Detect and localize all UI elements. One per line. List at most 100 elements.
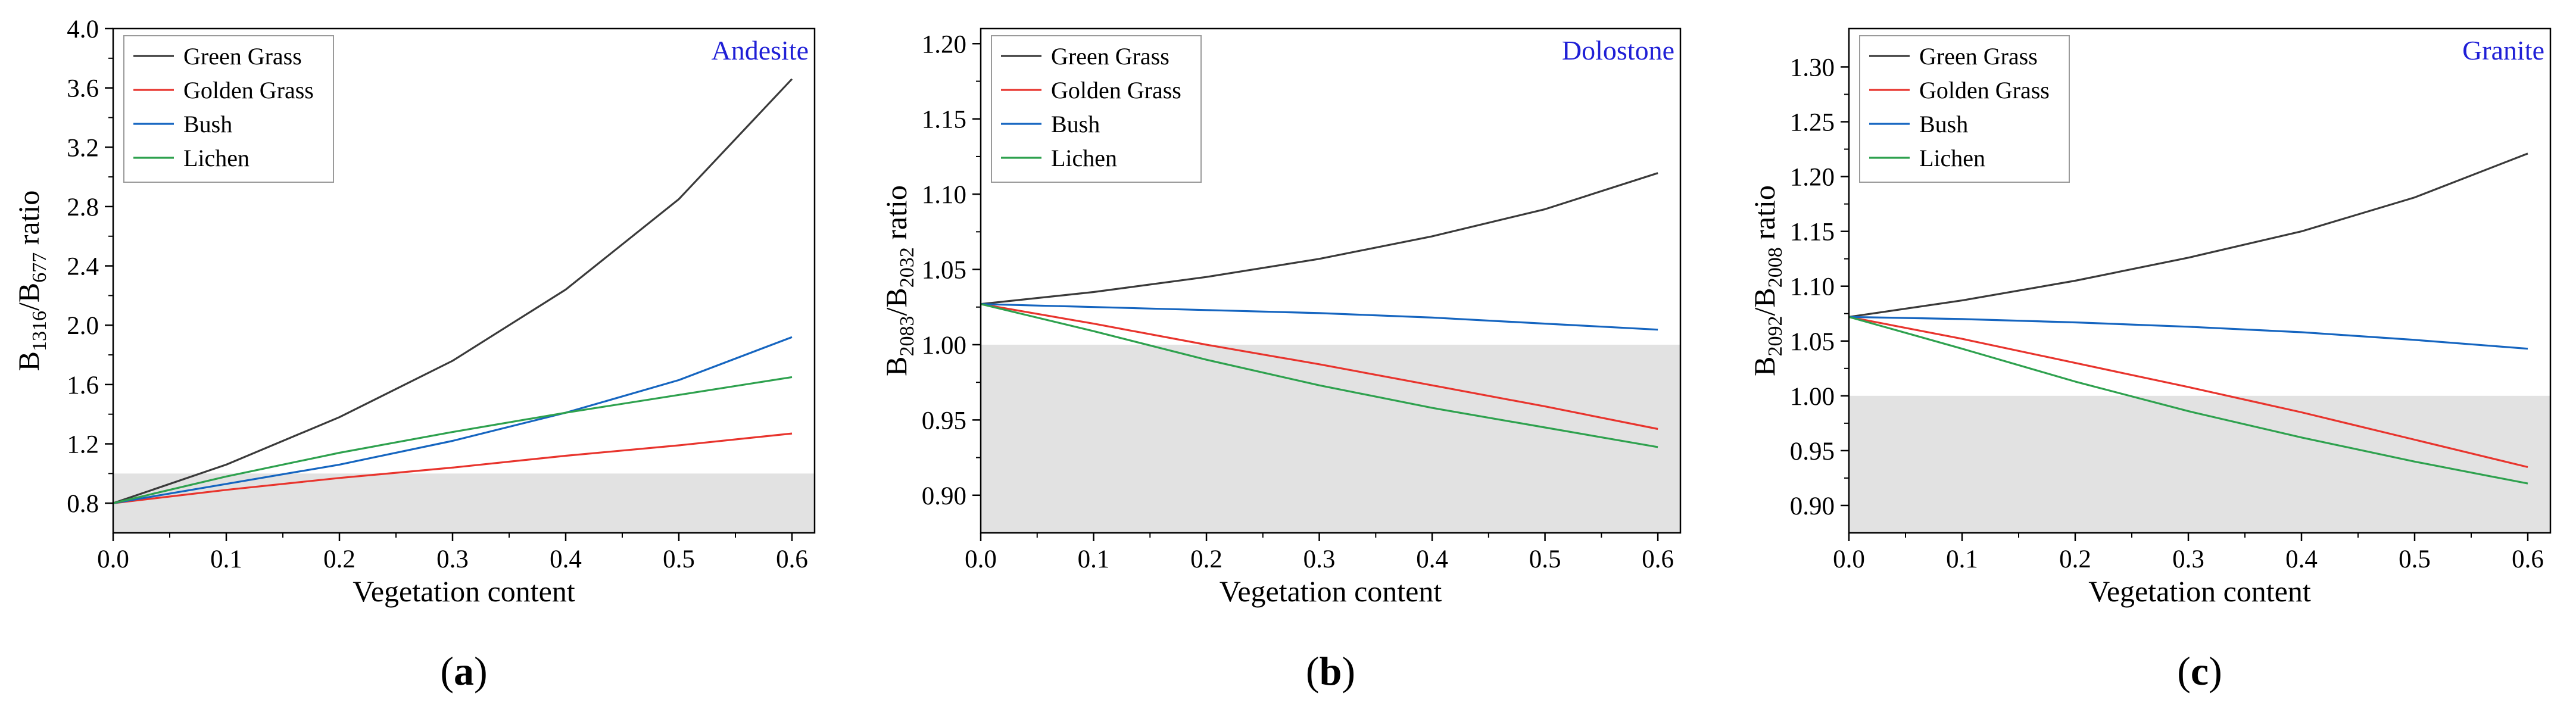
- series-line-green-grass: [1848, 152, 2528, 318]
- plot-frame: [980, 27, 1682, 534]
- y-axis-label-part: ratio: [1748, 185, 1781, 247]
- series-line-green-grass: [980, 172, 1658, 305]
- y-tick-label: 1.20: [922, 30, 966, 58]
- x-tick-label: 0.2: [323, 545, 355, 573]
- panel-label-part: ): [1342, 648, 1355, 694]
- x-tick-label: 0.4: [550, 545, 582, 573]
- x-tick-label: 0.2: [1190, 545, 1222, 573]
- x-tick-label: 0.3: [1303, 545, 1336, 573]
- x-tick-label: 0.5: [2399, 545, 2431, 573]
- panel-b: 0.0 0.1 0.2 0.3 0.4 0.5 0.6 0.90 0.95 1.00 1.05 1.1…: [880, 27, 1682, 694]
- y-axis-label-subscript: 2008: [1764, 247, 1786, 288]
- shaded-region-below-one: [981, 344, 1680, 533]
- y-axis-label-subscript: 1316: [29, 311, 51, 351]
- y-tick-label: 1.20: [1790, 164, 1835, 192]
- x-tick-label: 0.3: [436, 545, 469, 573]
- legend-entry: Lichen: [1919, 145, 1985, 171]
- x-axis-label: Vegetation content: [1220, 575, 1442, 608]
- panel-c: 0.0 0.1 0.2 0.3 0.4 0.5 0.6 0.90 0.95 1.00 1.05 1.1…: [1748, 27, 2552, 694]
- panel-label-part: a: [454, 648, 474, 694]
- y-axis-label-part: B: [880, 357, 913, 376]
- y-tick-label: 0.95: [1790, 438, 1835, 466]
- legend-entry: Golden Grass: [183, 77, 314, 104]
- series-line-bush: [1848, 316, 2528, 350]
- shaded-region-below-one: [113, 473, 815, 533]
- y-axis-label-part: /B: [12, 283, 45, 311]
- panel-label-part: ): [2209, 648, 2222, 694]
- y-tick-label: 4.0: [67, 15, 99, 43]
- legend-entry: Green Grass: [1919, 43, 2038, 70]
- x-tick-label: 0.4: [2285, 545, 2318, 573]
- y-tick-label: 0.90: [922, 482, 966, 510]
- panel-label: (b): [1306, 648, 1355, 694]
- y-axis-label: B2083/B2032 ratio: [880, 185, 918, 376]
- series-line-lichen: [1848, 316, 2528, 485]
- rock-name: Dolostone: [1562, 35, 1674, 65]
- legend-entry: Lichen: [183, 145, 250, 171]
- y-tick-label: 2.0: [67, 312, 99, 340]
- y-tick-label: 1.15: [922, 106, 966, 134]
- panel-label-part: ): [474, 648, 488, 694]
- x-tick-label: 0.6: [2512, 545, 2544, 573]
- legend-entry: Green Grass: [1051, 43, 1170, 70]
- x-tick-label: 0.1: [1078, 545, 1110, 573]
- y-tick-label: 1.15: [1790, 219, 1835, 246]
- panel-label-part: c: [2191, 648, 2209, 694]
- x-tick-label: 0.0: [1833, 545, 1865, 573]
- y-axis-label-subscript: 2032: [896, 247, 918, 288]
- x-tick-label: 0.1: [210, 545, 242, 573]
- y-tick-label: 1.10: [1790, 273, 1835, 301]
- legend: Green Grass Golden Grass Bush Lichen: [123, 35, 334, 183]
- legend: Green Grass Golden Grass Bush Lichen: [991, 35, 1202, 183]
- y-tick-label: 1.10: [922, 181, 966, 209]
- legend-box: [1859, 35, 2070, 183]
- y-tick-label: 2.4: [67, 253, 99, 281]
- shaded-region-below-one: [1849, 395, 2550, 533]
- y-axis-label-subscript: 677: [29, 252, 51, 283]
- y-tick-label: 1.6: [67, 372, 99, 399]
- series-line-lichen: [980, 303, 1658, 448]
- y-tick-label: 2.8: [67, 193, 99, 221]
- y-tick-label: 0.90: [1790, 492, 1835, 520]
- series-line-bush: [113, 336, 793, 504]
- x-tick-label: 0.6: [1642, 545, 1674, 573]
- legend-entry: Golden Grass: [1051, 77, 1181, 104]
- y-axis-label: B2092/B2008 ratio: [1748, 185, 1786, 376]
- x-tick-label: 0.5: [1529, 545, 1561, 573]
- y-axis-label-part: /B: [1748, 288, 1781, 316]
- series-line-golden-grass: [113, 432, 793, 504]
- x-axis-label: Vegetation content: [2088, 575, 2311, 608]
- panel-label-part: b: [1320, 648, 1342, 694]
- x-tick-label: 0.4: [1416, 545, 1448, 573]
- x-tick-label: 0.2: [2059, 545, 2091, 573]
- y-tick-label: 3.2: [67, 134, 99, 162]
- legend-entry: Bush: [183, 111, 232, 138]
- panel-a: 0.0 0.1 0.2 0.3 0.4 0.5 0.6 0.8 1.2 1.6 2.0 2.4 2.8 3…: [12, 15, 816, 694]
- plot-frame: [112, 27, 816, 534]
- x-tick-label: 0.1: [1946, 545, 1978, 573]
- panel-label: (c): [2177, 648, 2222, 694]
- series-line-golden-grass: [1848, 316, 2528, 469]
- y-axis-label: B1316/B677 ratio: [12, 191, 51, 372]
- y-axis-label-part: ratio: [12, 191, 45, 252]
- legend-entry: Bush: [1051, 111, 1100, 138]
- y-axis-label-part: B: [12, 351, 45, 371]
- panel-label-part: (: [2177, 648, 2191, 694]
- panel-label-part: (: [440, 648, 454, 694]
- plot-frame: [1848, 27, 2552, 534]
- y-tick-label: 1.05: [1790, 328, 1835, 356]
- y-axis-label-part: ratio: [880, 185, 913, 247]
- y-tick-label: 3.6: [67, 75, 99, 103]
- legend: Green Grass Golden Grass Bush Lichen: [1859, 35, 2070, 183]
- y-tick-label: 0.95: [922, 407, 966, 435]
- legend-entry: Bush: [1919, 111, 1968, 138]
- legend-entry: Golden Grass: [1919, 77, 2050, 104]
- y-tick-label: 1.00: [922, 332, 966, 360]
- rock-name: Andesite: [711, 35, 809, 65]
- x-tick-label: 0.5: [663, 545, 695, 573]
- series-line-lichen: [113, 376, 793, 504]
- x-axis-label: Vegetation content: [353, 575, 575, 608]
- series-line-green-grass: [113, 78, 793, 504]
- y-tick-label: 1.30: [1790, 54, 1835, 82]
